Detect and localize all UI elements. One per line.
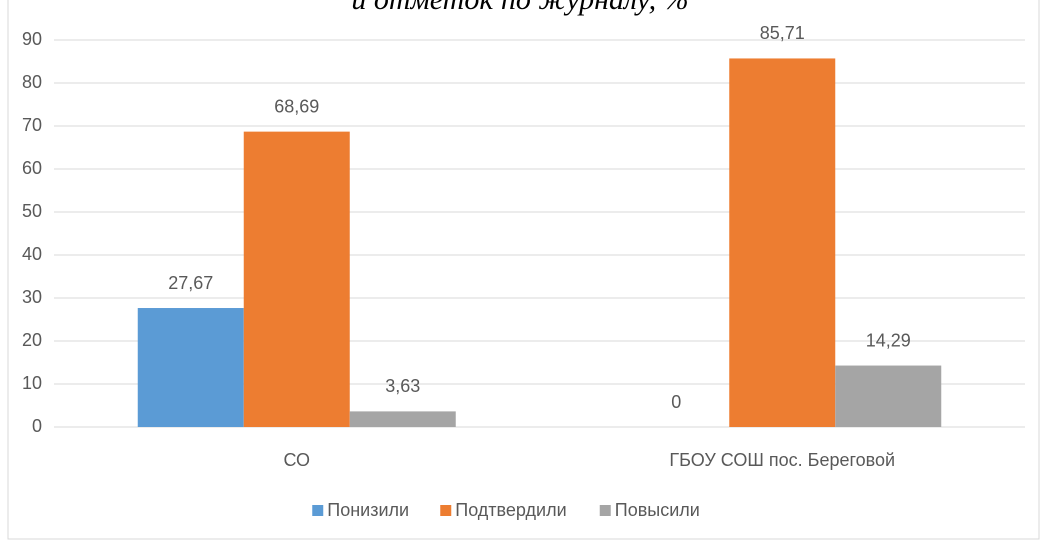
- value-label: 27,67: [168, 273, 213, 293]
- legend-label: Понизили: [327, 500, 409, 520]
- y-tick-label: 90: [22, 29, 42, 49]
- value-label: 68,69: [274, 96, 319, 116]
- value-label: 85,71: [760, 23, 805, 43]
- y-tick-label: 50: [22, 201, 42, 221]
- legend-swatch: [440, 505, 452, 516]
- y-tick-label: 30: [22, 287, 42, 307]
- bar: [835, 365, 942, 427]
- bar: [729, 58, 836, 428]
- legend-label: Повысили: [615, 500, 700, 520]
- y-tick-label: 60: [22, 158, 42, 178]
- y-tick-label: 70: [22, 115, 42, 135]
- y-tick-label: 80: [22, 72, 42, 92]
- bar: [243, 131, 350, 427]
- y-tick-label: 20: [22, 330, 42, 350]
- legend-swatch: [599, 505, 611, 516]
- legend-swatch: [312, 505, 324, 516]
- value-label: 3,63: [385, 376, 420, 396]
- bar: [349, 411, 456, 427]
- y-tick-label: 40: [22, 244, 42, 264]
- y-tick-label: 0: [32, 416, 42, 436]
- x-tick-label: СО: [283, 450, 310, 470]
- bar: [137, 308, 244, 427]
- y-tick-label: 10: [22, 373, 42, 393]
- legend-label: Подтвердили: [455, 500, 566, 520]
- chart-title: и отметок по журналу, %: [351, 0, 688, 16]
- chart-border: [7, 0, 1040, 540]
- x-tick-label: ГБОУ СОШ пос. Береговой: [669, 450, 895, 470]
- value-label: 0: [671, 392, 681, 412]
- value-label: 14,29: [866, 330, 911, 350]
